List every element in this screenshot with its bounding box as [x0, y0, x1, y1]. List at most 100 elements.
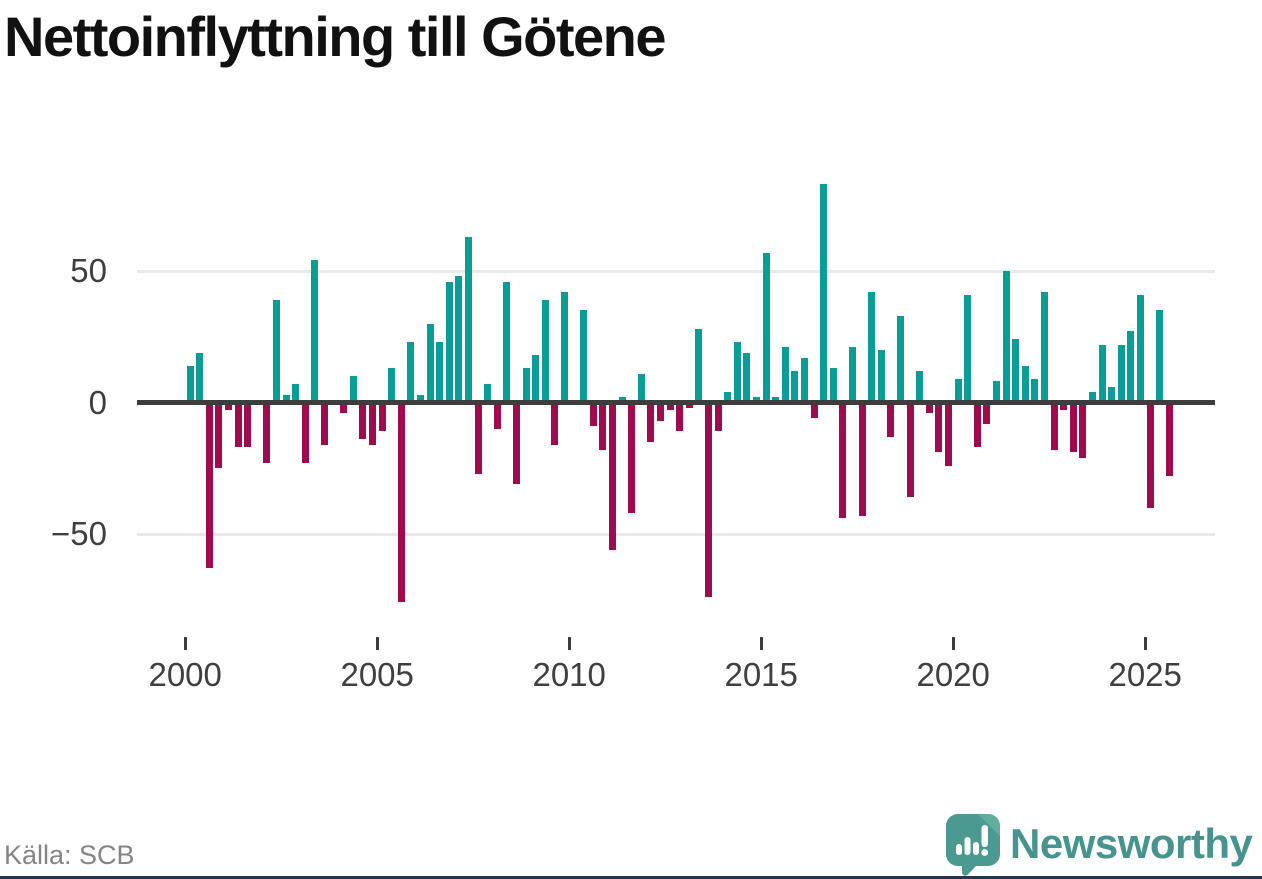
y-axis-label: −50	[51, 515, 107, 552]
y-axis-label: 0	[88, 383, 107, 421]
bar-positive	[637, 373, 645, 403]
bar-negative	[340, 402, 348, 414]
bar-negative	[1165, 402, 1173, 477]
bar-positive	[618, 397, 626, 403]
bar-negative	[1079, 402, 1087, 458]
bar-positive	[532, 355, 540, 403]
bar-positive	[820, 184, 828, 403]
bar-positive	[1117, 344, 1125, 403]
bar-negative	[205, 402, 213, 569]
x-axis-label: 2010	[532, 656, 606, 693]
bar-positive	[733, 342, 741, 403]
bar-positive	[1012, 339, 1020, 403]
bar-positive	[848, 347, 856, 403]
bar-positive	[580, 310, 588, 403]
bar-negative	[512, 402, 520, 485]
bar-positive	[426, 323, 434, 403]
bar-positive	[772, 397, 780, 403]
x-axis-label: 2015	[724, 656, 798, 693]
bar-positive	[349, 376, 357, 403]
bottom-accent-strip	[0, 876, 1262, 879]
bar-negative	[1060, 402, 1068, 411]
y-gridline	[137, 532, 1215, 536]
bar-negative	[224, 402, 232, 411]
bar-negative	[1050, 402, 1058, 450]
bar-negative	[656, 402, 664, 421]
bar-positive	[464, 236, 472, 403]
bar-negative	[983, 402, 991, 424]
bar-negative	[887, 402, 895, 437]
bar-positive	[791, 370, 799, 403]
x-axis-line	[137, 400, 1215, 405]
x-axis-label: 2005	[340, 656, 414, 693]
bar-positive	[829, 368, 837, 403]
bar-positive	[407, 342, 415, 403]
bar-positive	[1021, 365, 1029, 403]
bar-negative	[359, 402, 367, 440]
bar-negative	[397, 402, 405, 603]
bar-positive	[800, 357, 808, 403]
bar-positive	[186, 365, 194, 403]
newsworthy-logo: Newsworthy	[946, 812, 1258, 876]
bar-negative	[685, 402, 693, 408]
bar-negative	[973, 402, 981, 448]
x-axis-tick	[759, 637, 763, 650]
x-axis-label: 2000	[148, 656, 222, 693]
bar-negative	[1146, 402, 1154, 508]
bar-positive	[484, 384, 492, 403]
bar-positive	[416, 394, 424, 403]
bar-positive	[560, 292, 568, 403]
bar-positive	[1002, 271, 1010, 403]
bar-positive	[877, 349, 885, 403]
x-axis-tick	[567, 637, 571, 650]
bar-negative	[858, 402, 866, 516]
bar-negative	[906, 402, 914, 498]
bar-positive	[752, 397, 760, 403]
bar-negative	[628, 402, 636, 513]
bar-negative	[474, 402, 482, 474]
source-caption: Källa: SCB	[4, 840, 135, 870]
bar-negative	[263, 402, 271, 463]
bar-positive	[1108, 386, 1116, 403]
bar-positive	[868, 292, 876, 403]
bar-negative	[810, 402, 818, 419]
bar-negative	[368, 402, 376, 445]
bar-negative	[320, 402, 328, 445]
bar-positive	[455, 276, 463, 403]
bar-positive	[522, 368, 530, 403]
bar-negative	[944, 402, 952, 466]
bar-negative	[608, 402, 616, 550]
bar-positive	[1031, 378, 1039, 403]
bar-positive	[292, 384, 300, 403]
bar-positive	[695, 328, 703, 403]
x-axis-tick	[951, 637, 955, 650]
y-axis-label: 50	[70, 252, 107, 289]
bar-positive	[1098, 344, 1106, 403]
bar-negative	[589, 402, 597, 427]
bar-negative	[647, 402, 655, 442]
x-axis-label: 2025	[1108, 656, 1182, 693]
bar-negative	[704, 402, 712, 598]
newsworthy-wordmark: Newsworthy	[1010, 820, 1253, 867]
bar-positive	[436, 342, 444, 403]
bar-negative	[839, 402, 847, 519]
bar-negative	[935, 402, 943, 453]
bar-positive	[196, 352, 204, 403]
bar-positive	[1088, 391, 1096, 403]
bar-positive	[1040, 292, 1048, 403]
bar-positive	[388, 368, 396, 403]
x-axis-tick	[375, 637, 379, 650]
bar-negative	[714, 402, 722, 432]
newsworthy-logo-icon	[946, 814, 1000, 876]
bar-positive	[282, 394, 290, 403]
bar-positive	[916, 370, 924, 403]
bar-positive	[992, 381, 1000, 403]
bar-negative	[244, 402, 252, 448]
x-axis-label: 2020	[916, 656, 990, 693]
bar-negative	[676, 402, 684, 432]
bar-positive	[445, 281, 453, 403]
bar-negative	[925, 402, 933, 414]
bar-positive	[781, 347, 789, 403]
bar-positive	[896, 315, 904, 403]
